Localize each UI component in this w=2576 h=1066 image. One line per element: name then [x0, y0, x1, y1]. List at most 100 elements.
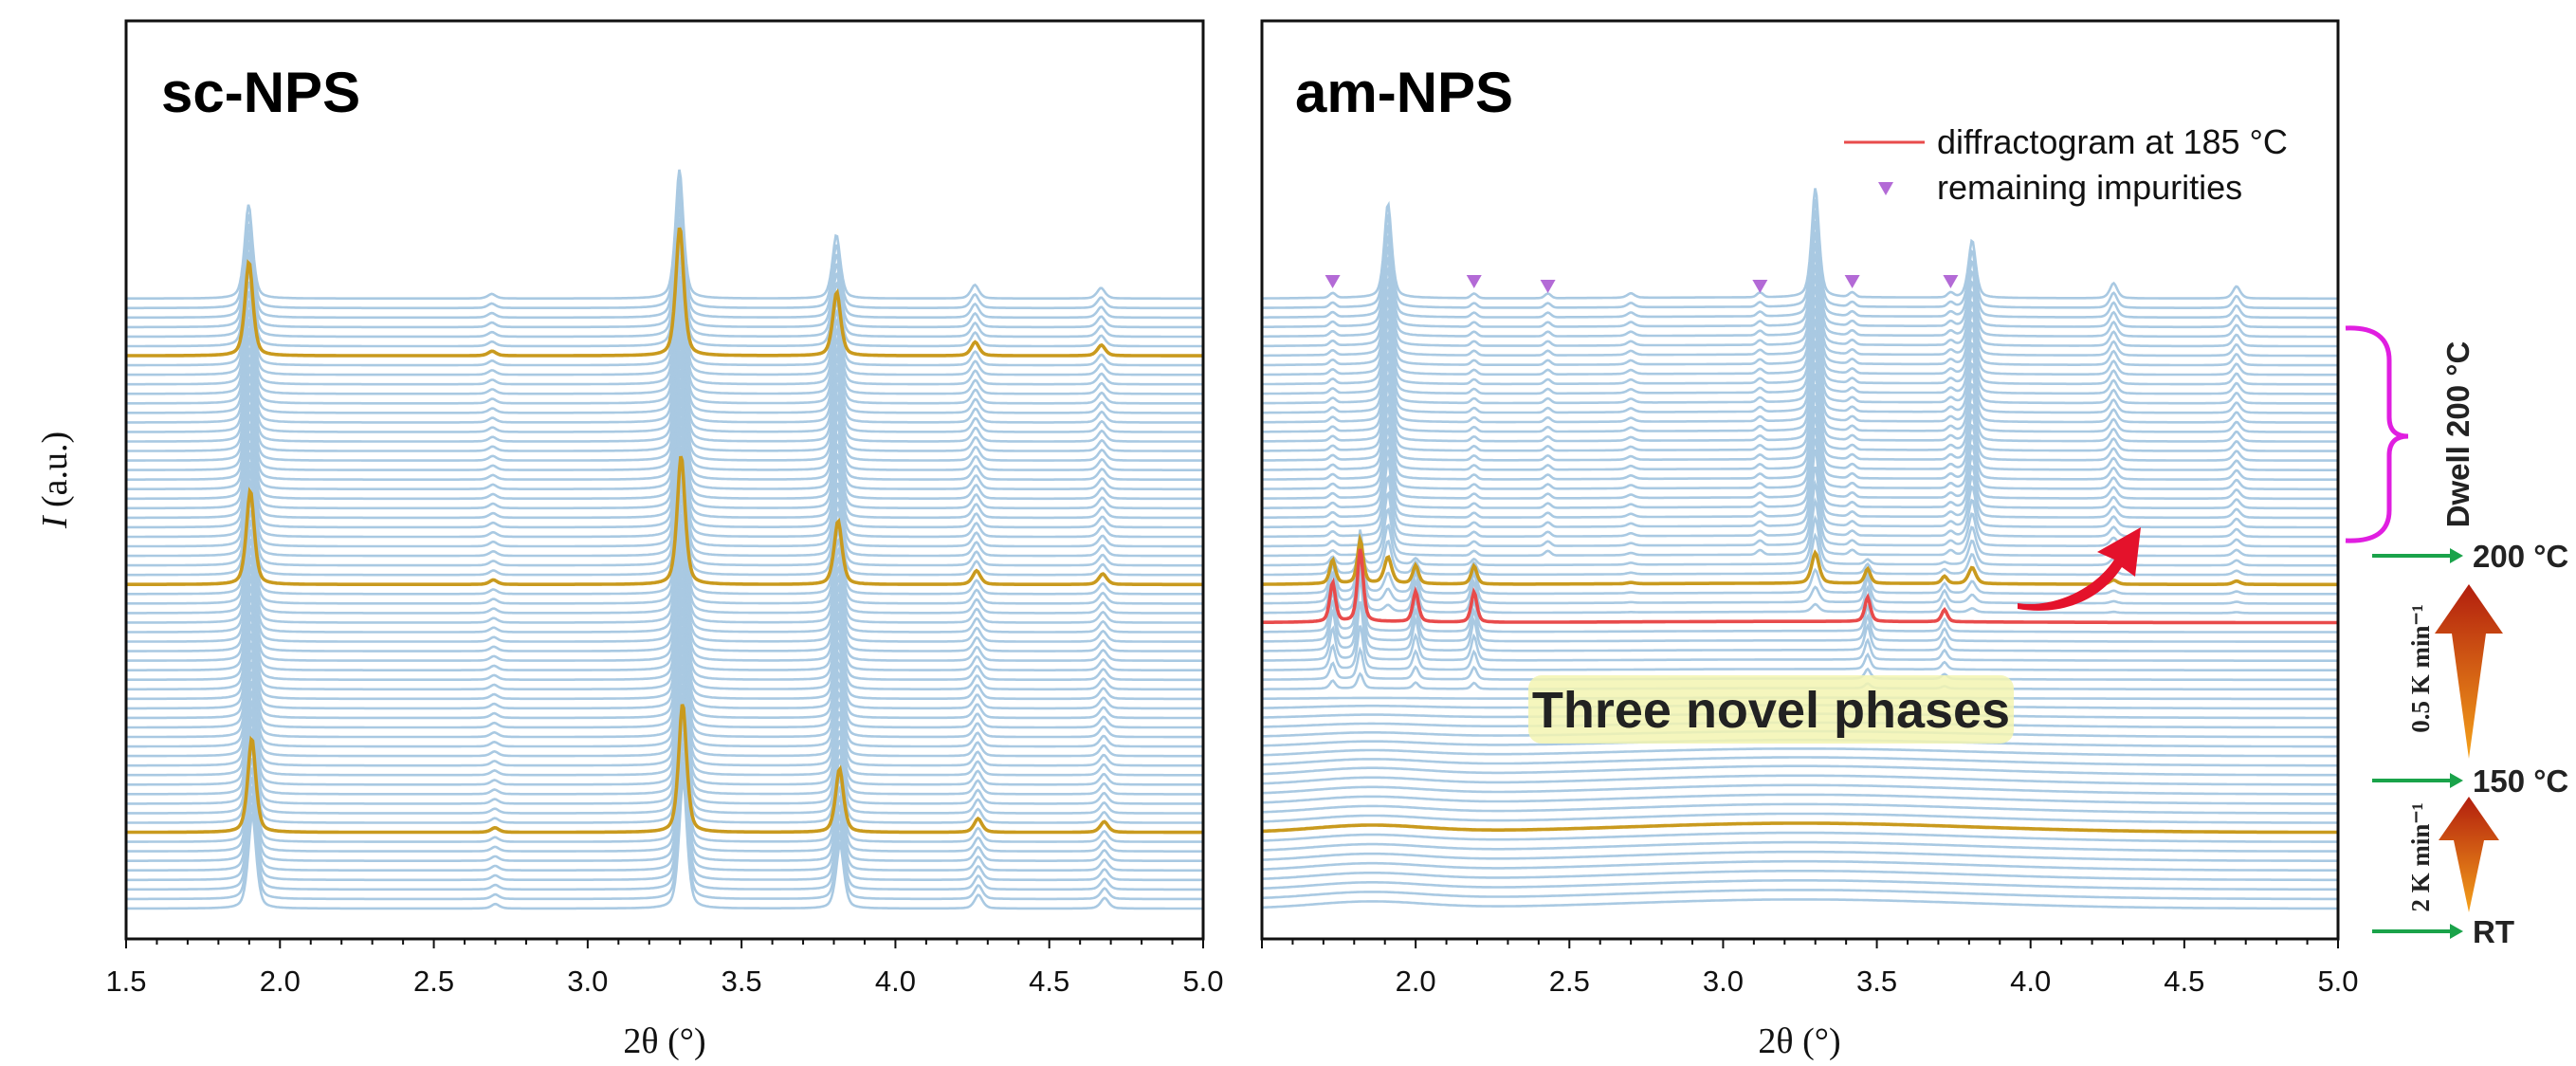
diffractogram: [126, 776, 1203, 910]
y-axis-label: I (a.u.): [35, 432, 75, 529]
diffractogram: [1262, 373, 2337, 462]
highlight-diffractogram: [126, 227, 1203, 358]
diffractogram: [126, 283, 1203, 414]
diffractogram: [1262, 479, 2337, 548]
diffractogram: [126, 378, 1203, 510]
arrow-200: [2372, 548, 2463, 563]
diffractogram: [1262, 577, 2337, 652]
highlight-diffractogram: [1262, 821, 2337, 835]
diffractogram: [1262, 558, 2337, 634]
diffractogram: [126, 471, 1203, 605]
diffractogram: [1262, 307, 2337, 405]
diffractogram: [126, 513, 1203, 643]
am-nps-x-ticks: 2.0 2.5 3.0 3.5 4.0 4.5 5.0: [1261, 939, 2359, 998]
diffractogram: [1262, 534, 2337, 596]
diffractogram: [126, 427, 1203, 558]
impurity-marker: [1540, 280, 1556, 293]
diffractogram: [126, 743, 1203, 873]
diffractogram: [126, 350, 1203, 481]
diffractogram: [1262, 285, 2337, 386]
diffractogram: [126, 322, 1203, 452]
diffractogram: [126, 709, 1203, 843]
stage-label-rt: RT: [2473, 914, 2514, 949]
diffractogram: [1262, 600, 2337, 662]
arrow-150-head: [2450, 773, 2463, 788]
diffractogram: [126, 388, 1203, 520]
diffractogram: [126, 255, 1203, 386]
diffractogram: [1262, 438, 2337, 520]
diffractogram: [1262, 514, 2337, 567]
arrow-rt: [2372, 924, 2463, 939]
x-tick-label: 3.5: [722, 965, 762, 998]
y-axis-label-symbol: I: [35, 514, 75, 529]
am-nps-legend: diffractogram at 185 °C remaining impuri…: [1844, 122, 2288, 207]
diffractogram: [1262, 361, 2337, 452]
stage-label-200: 200 °C: [2473, 539, 2568, 574]
diffractogram: [126, 674, 1203, 805]
curved-red-arrow: [2018, 527, 2141, 611]
diffractogram: [126, 616, 1203, 748]
legend-impurity-marker: [1878, 182, 1893, 195]
diffractogram: [126, 290, 1203, 424]
x-tick-label: 5.0: [2317, 965, 2358, 998]
diffractogram: [1262, 242, 2337, 348]
diffractogram: [1262, 879, 2337, 891]
diffractogram: [126, 407, 1203, 539]
x-tick-label: 4.5: [2164, 965, 2204, 998]
diffractogram: [1262, 351, 2337, 443]
diffractogram: [1262, 231, 2337, 339]
am-nps-frame: [1260, 19, 2340, 941]
legend-label-impurities: remaining impurities: [1937, 168, 2242, 207]
arrow-200-head: [2450, 548, 2463, 563]
diffractogram: [1262, 532, 2337, 577]
diffractogram: [126, 188, 1203, 320]
diffractogram: [126, 607, 1203, 739]
am-nps-traces: [1262, 188, 2337, 910]
diffractogram: [1262, 756, 2337, 767]
legend-label-185: diffractogram at 185 °C: [1937, 122, 2288, 161]
three-novel-phases-annotation: Three novel phases: [1532, 682, 2010, 739]
diffractogram: [1262, 497, 2337, 558]
sc-nps-x-label: 2θ (°): [623, 1021, 705, 1061]
diffractogram: [126, 244, 1203, 377]
diffractogram: [1262, 831, 2337, 843]
diffractogram: [126, 538, 1203, 671]
diffractogram: [1262, 870, 2337, 882]
diffractogram: [126, 369, 1203, 501]
diffractogram: [126, 684, 1203, 815]
am-nps-panel: am-NPS 2.0 2.5 3.0 3.5 4.0 4.5 5.0 2θ (°) diff…: [1260, 19, 2359, 1061]
rate-label-upper: 0.5 K min⁻¹: [2406, 604, 2435, 733]
impurity-marker: [1325, 275, 1341, 288]
diffractogram: [126, 570, 1203, 701]
impurity-marker: [1844, 275, 1860, 288]
diffractogram: [126, 331, 1203, 462]
diffractogram: [1262, 783, 2337, 796]
x-tick-label: 5.0: [1182, 965, 1223, 998]
diffractogram: [126, 233, 1203, 367]
diffractogram: [126, 529, 1203, 662]
diffractogram: [126, 751, 1203, 882]
sc-nps-frame: [124, 19, 1205, 941]
diffractogram: [1262, 220, 2337, 329]
diffractogram: [126, 588, 1203, 720]
diffractogram: [1262, 539, 2337, 615]
diffractogram: [1262, 188, 2337, 301]
diffractogram: [126, 597, 1203, 729]
diffractogram: [1262, 319, 2337, 414]
x-tick-label: 2.5: [1549, 965, 1590, 998]
diffractogram: [1262, 275, 2337, 377]
highlight-diffractogram: [126, 455, 1203, 587]
diffractogram: [126, 208, 1203, 339]
highlight-diffractogram: [1262, 532, 2337, 587]
sc-nps-panel: sc-NPS 1.5 2.0 2.5 3.0 3.5 4.0 4.5 5.0 2θ (°) I…: [35, 19, 1224, 1061]
diffractogram: [1262, 625, 2337, 671]
diffractogram: [1262, 449, 2337, 529]
diffractogram: [126, 466, 1203, 596]
arrow-150: [2372, 773, 2463, 788]
x-tick-label: 4.0: [2010, 965, 2051, 998]
x-tick-label: 3.0: [1703, 965, 1744, 998]
diffractogram-185c: [1262, 548, 2337, 625]
dwell-bracket: [2345, 325, 2409, 543]
diffractogram: [126, 178, 1203, 310]
diffractogram: [1262, 264, 2337, 367]
